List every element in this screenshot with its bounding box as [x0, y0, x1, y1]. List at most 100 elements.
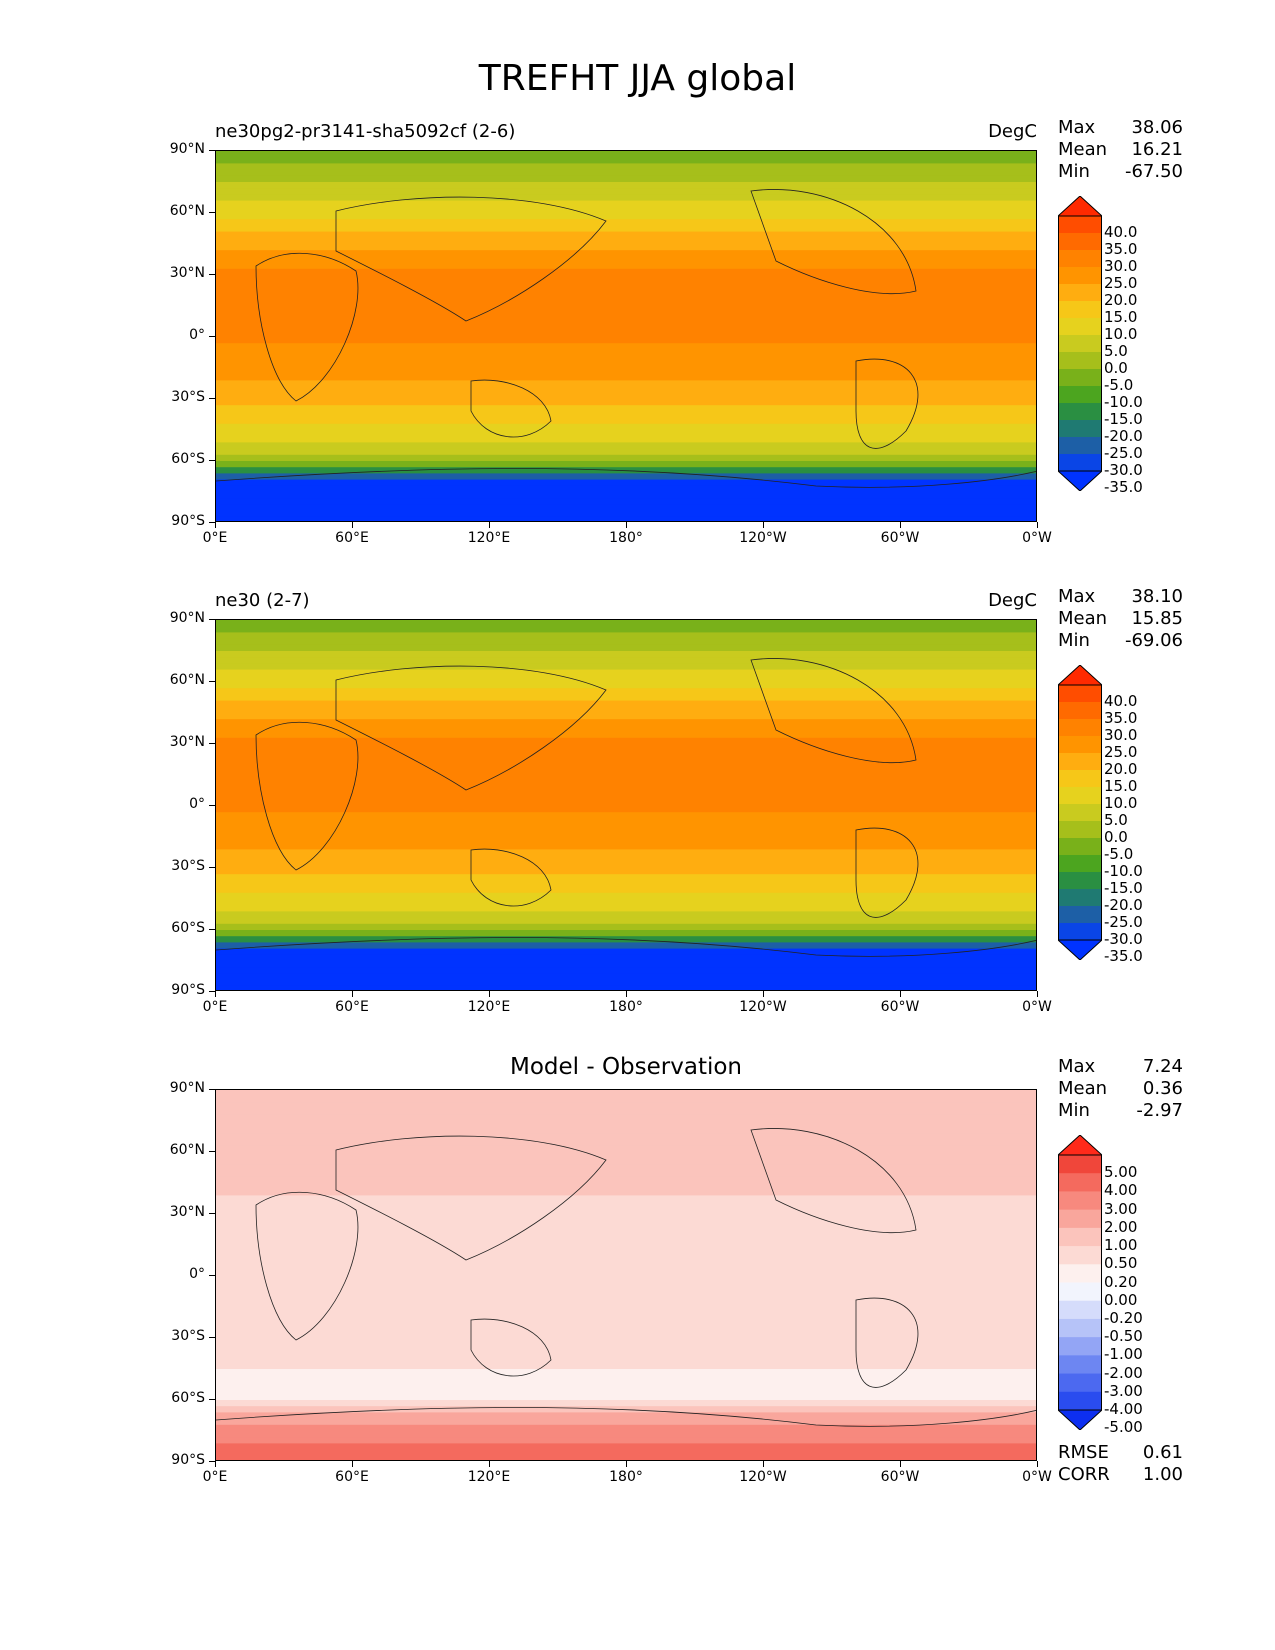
field-band: [216, 1189, 1036, 1196]
rmse-label: RMSE: [1058, 1442, 1109, 1463]
field-band: [216, 448, 1036, 456]
field-band: [216, 651, 1036, 658]
colorbar-segment: [1058, 318, 1102, 336]
coastline: [855, 827, 919, 918]
field-band: [216, 849, 1036, 857]
colorbar-frame: [1058, 684, 1102, 941]
colorbar-level-label: 30.0: [1104, 257, 1138, 275]
field-band: [216, 411, 1036, 419]
min-label: Min: [1058, 630, 1090, 651]
panel-2: ne30 (2-7) DegC Max 38.10 Mean 15.85 Min -6…: [0, 586, 1275, 1060]
field-band: [216, 706, 1036, 714]
colorbar-segment: [1058, 1155, 1102, 1174]
rmse-value: 0.61: [1142, 1442, 1183, 1463]
y-tick-label: 30°N: [169, 265, 205, 281]
field-band: [216, 312, 1036, 319]
y-tick: [209, 1089, 215, 1090]
coastline: [335, 665, 607, 791]
min-label: Min: [1058, 161, 1090, 182]
min-label: Min: [1058, 1100, 1090, 1121]
min-value: -67.50: [1124, 161, 1183, 182]
field-band: [216, 200, 1036, 208]
mean-label: Mean: [1058, 1078, 1108, 1099]
colorbar-segment: [1058, 233, 1102, 251]
coastline: [216, 937, 1036, 957]
y-tick-label: 30°S: [171, 389, 205, 405]
field-band: [216, 793, 1036, 801]
coastline: [255, 252, 359, 402]
y-tick-label: 90°N: [169, 1080, 205, 1096]
colorbar-segment: [1058, 352, 1102, 370]
max-label: Max: [1058, 586, 1096, 607]
field-band: [216, 1393, 1036, 1401]
x-tick: [215, 991, 216, 997]
field-band: [216, 750, 1036, 757]
corr-label: CORR: [1058, 1464, 1110, 1485]
colorbar-level-label: 5.0: [1104, 342, 1128, 360]
colorbar-segment: [1058, 1173, 1102, 1192]
panel-2-title: ne30 (2-7): [215, 590, 310, 611]
field-band: [216, 268, 1036, 276]
y-tick: [209, 867, 215, 868]
field-band: [216, 688, 1036, 695]
field-band: [216, 1127, 1036, 1134]
panel-2-colorbar: [1058, 665, 1102, 960]
field-band: [216, 638, 1036, 646]
y-tick-label: 60°N: [169, 203, 205, 219]
colorbar-segment: [1058, 284, 1102, 302]
colorbar-segment: [1058, 889, 1102, 907]
coastline: [470, 379, 552, 438]
field-band: [216, 775, 1036, 782]
field-band: [216, 868, 1036, 875]
colorbar-segment: [1058, 1264, 1102, 1283]
field-band: [216, 380, 1036, 388]
y-tick: [209, 991, 215, 992]
colorbar-segment: [1058, 1373, 1102, 1393]
field-band: [216, 837, 1036, 844]
field-band: [216, 1369, 1036, 1376]
field-band: [216, 1238, 1036, 1246]
panel-1-colorbar: [1058, 196, 1102, 491]
colorbar-level-label: 5.00: [1104, 1163, 1138, 1182]
field-band: [216, 1344, 1036, 1351]
field-band: [216, 1313, 1036, 1320]
field-band: [216, 163, 1036, 171]
y-tick-label: 0°: [189, 1266, 205, 1282]
field-band: [216, 1164, 1036, 1172]
colorbar-level-label: -2.00: [1104, 1363, 1143, 1382]
field-band: [216, 843, 1036, 850]
field-band: [216, 1176, 1036, 1184]
field-band: [216, 504, 1036, 512]
panel-1-units: DegC: [988, 121, 1037, 142]
field-band: [216, 892, 1036, 900]
field-band: [216, 1152, 1036, 1159]
colorbar-segment: [1058, 369, 1102, 387]
field-band: [216, 194, 1036, 202]
field-band: [216, 669, 1036, 677]
field-band: [216, 967, 1036, 974]
field-band: [216, 405, 1036, 412]
panel-2-map: [215, 619, 1037, 991]
colorbar-extend-max: [1058, 196, 1102, 217]
field-band: [216, 473, 1036, 481]
y-tick: [209, 1151, 215, 1152]
colorbar-level-label: 30.0: [1104, 726, 1138, 744]
panel-3-colorbar: [1058, 1135, 1102, 1430]
x-tick-label: 60°E: [335, 1469, 369, 1485]
field-band: [216, 899, 1036, 906]
field-band: [216, 262, 1036, 270]
field-band: [216, 1387, 1036, 1395]
field-band: [216, 1288, 1036, 1296]
field-band: [216, 744, 1036, 751]
colorbar-segment: [1058, 855, 1102, 873]
field-band: [216, 225, 1036, 233]
field-band: [216, 244, 1036, 251]
colorbar-level-label: 0.00: [1104, 1290, 1138, 1309]
field-band: [216, 1195, 1036, 1203]
colorbar-segment: [1058, 1227, 1102, 1247]
min-value: -69.06: [1124, 630, 1183, 651]
y-tick: [209, 150, 215, 151]
field-band: [216, 1090, 1036, 1097]
field-band: [216, 1356, 1036, 1364]
field-band: [216, 299, 1036, 307]
